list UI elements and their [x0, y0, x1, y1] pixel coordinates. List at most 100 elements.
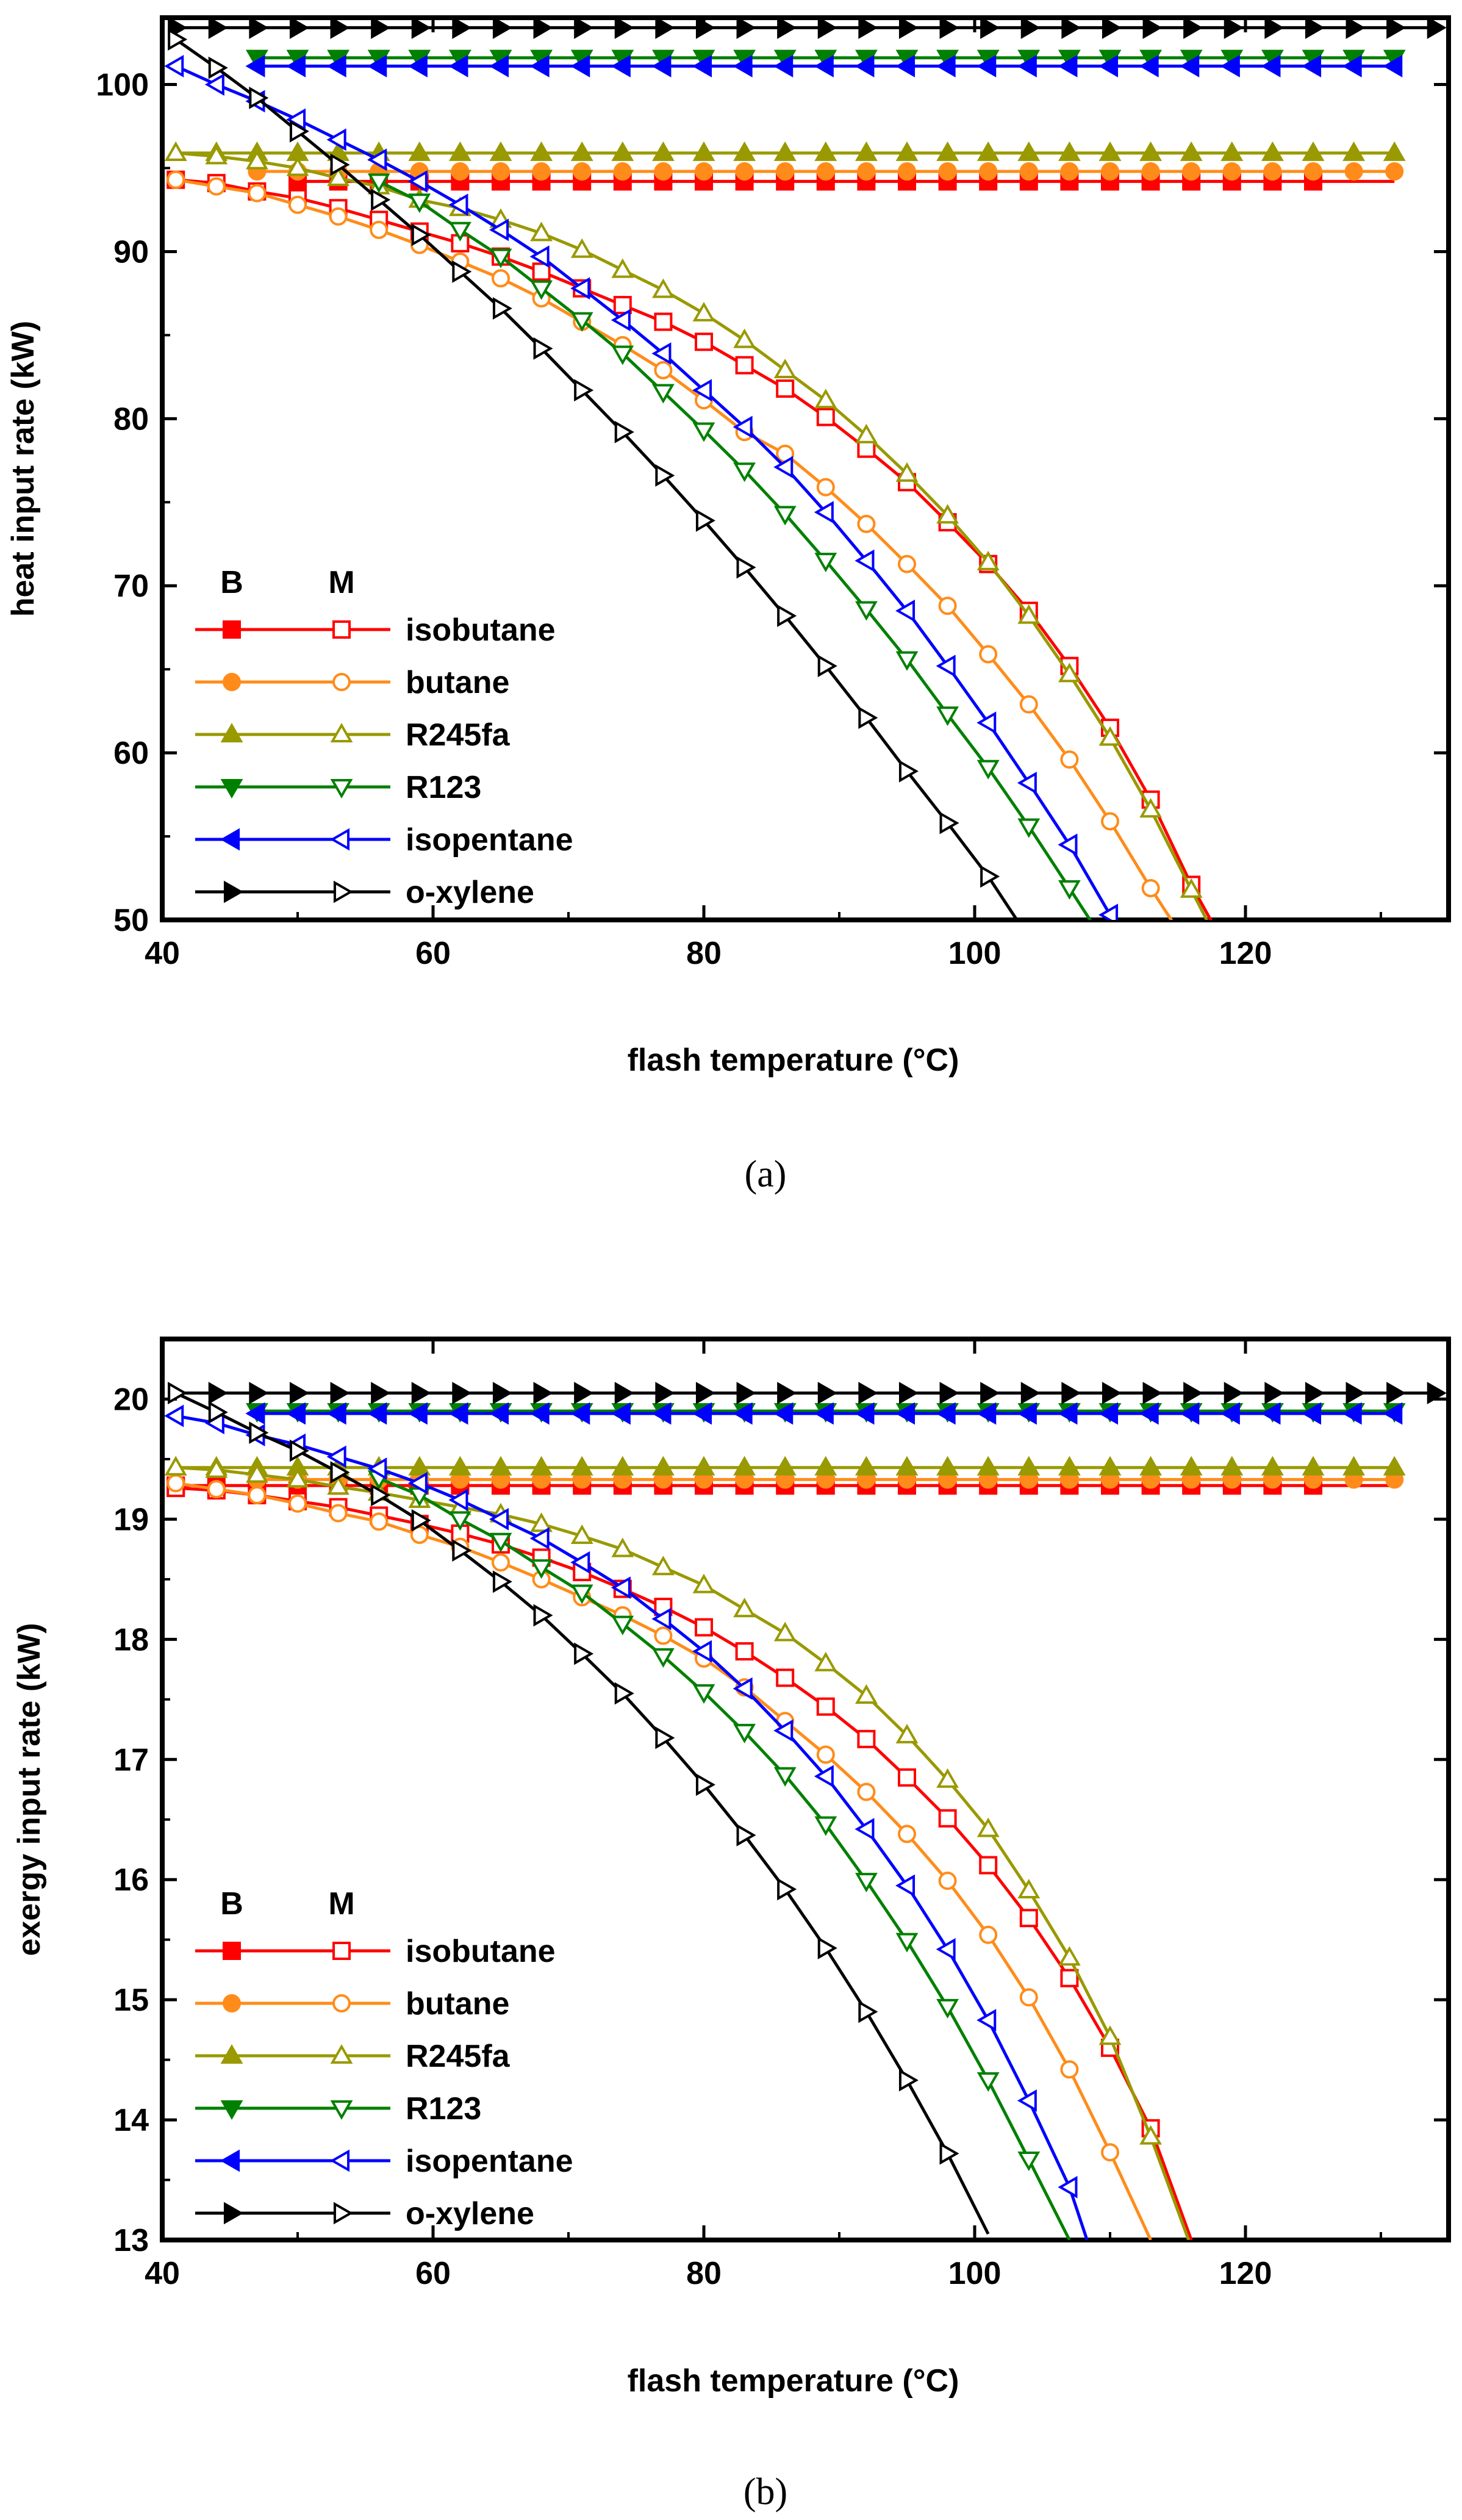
- data-point-M: [936, 706, 959, 727]
- data-point-M: [1019, 695, 1038, 714]
- data-point-M: [651, 1556, 675, 1576]
- data-point-B: [529, 1402, 550, 1425]
- data-point-B: [1263, 162, 1282, 181]
- plot-frame: [160, 15, 1451, 922]
- data-point-M: [895, 651, 919, 671]
- data-point-M: [611, 1615, 634, 1635]
- data-point-M: [736, 556, 756, 579]
- data-point-B: [1305, 18, 1325, 39]
- data-point-M: [816, 1697, 835, 1716]
- data-point-B: [1139, 1456, 1163, 1476]
- data-point-M: [248, 184, 267, 203]
- data-point-M: [1058, 833, 1078, 856]
- data-point-M: [1017, 772, 1037, 794]
- data-point-M: [655, 1726, 675, 1750]
- legend-marker-B: [223, 673, 241, 691]
- data-point-M: [533, 337, 553, 360]
- data-point-B: [1342, 55, 1362, 77]
- data-point-M: [570, 238, 593, 258]
- data-point-B: [1102, 1382, 1122, 1405]
- data-point-M: [855, 549, 875, 572]
- data-point-B: [936, 55, 956, 77]
- data-point-M: [611, 309, 631, 332]
- x-tick-label: 40: [145, 936, 180, 971]
- data-point-M: [574, 379, 594, 402]
- data-point-B: [1224, 1382, 1244, 1405]
- data-point-B: [330, 18, 350, 39]
- data-point-B: [1183, 18, 1203, 39]
- data-point-M: [733, 1723, 756, 1743]
- data-point-M: [411, 1509, 431, 1532]
- data-point-M: [695, 332, 713, 351]
- data-point-B: [448, 55, 468, 77]
- data-point-B: [777, 18, 797, 39]
- data-point-B: [1139, 1402, 1159, 1425]
- data-point-B: [773, 141, 797, 161]
- data-point-M: [289, 120, 309, 143]
- data-point-B: [898, 1382, 919, 1405]
- data-point-B: [733, 55, 753, 77]
- y-tick-label: 90: [113, 234, 149, 270]
- legend-label: R123: [406, 770, 481, 805]
- data-point-M: [898, 555, 916, 573]
- data-point-M: [733, 1598, 756, 1618]
- data-point-M: [1139, 2125, 1163, 2145]
- data-point-M: [814, 1765, 834, 1788]
- data-point-B: [814, 1456, 837, 1476]
- data-point-B: [858, 18, 878, 39]
- data-point-B: [573, 162, 592, 181]
- data-point-B: [695, 1382, 715, 1405]
- data-point-M: [289, 1439, 309, 1462]
- data-point-M: [286, 1468, 309, 1488]
- data-point-B: [1058, 55, 1078, 77]
- data-point-B: [1427, 18, 1447, 39]
- data-point-M: [1139, 798, 1163, 818]
- data-point-M: [407, 170, 428, 193]
- data-point-B: [371, 18, 391, 39]
- y-tick-label: 20: [113, 1382, 149, 1417]
- data-point-M: [208, 56, 228, 79]
- data-point-M: [735, 1642, 754, 1661]
- plot-area: [164, 1382, 1447, 2240]
- data-point-M: [164, 141, 187, 161]
- data-point-B: [570, 141, 593, 161]
- data-point-M: [692, 1684, 715, 1704]
- data-point-M: [855, 1873, 878, 1893]
- legend-label: R123: [406, 2091, 481, 2127]
- data-point-M: [773, 358, 797, 378]
- data-point-M: [245, 149, 268, 170]
- y-tick-label: 17: [113, 1742, 149, 1778]
- data-point-M: [614, 420, 634, 443]
- data-point-B: [208, 1382, 228, 1405]
- data-point-B: [448, 1456, 471, 1476]
- data-point-B: [1383, 55, 1403, 77]
- data-point-B: [411, 18, 431, 39]
- data-point-M: [168, 1382, 188, 1405]
- data-point-B: [492, 162, 510, 181]
- data-point-M: [1019, 1909, 1038, 1928]
- series-line-M: [175, 65, 1117, 920]
- data-point-M: [452, 260, 472, 283]
- legend-header-B: B: [220, 1886, 243, 1922]
- y-tick-label: 13: [113, 2223, 149, 2258]
- data-point-M: [249, 87, 269, 109]
- data-point-M: [245, 1463, 268, 1483]
- data-point-M: [1017, 2089, 1037, 2112]
- data-point-M: [979, 1856, 998, 1875]
- data-point-M: [898, 759, 919, 783]
- data-point-M: [570, 1551, 590, 1574]
- series-R245fa: [164, 1456, 1406, 2240]
- legend-label: isopentane: [406, 822, 573, 858]
- data-point-B: [692, 1456, 715, 1476]
- data-point-B: [286, 1402, 306, 1425]
- data-point-B: [249, 18, 269, 39]
- data-point-B: [1180, 55, 1200, 77]
- data-point-B: [814, 55, 834, 77]
- data-point-M: [411, 223, 431, 246]
- data-point-M: [288, 195, 307, 214]
- data-point-B: [408, 1456, 431, 1476]
- data-point-M: [855, 601, 878, 621]
- data-point-B: [1342, 1402, 1362, 1425]
- data-point-B: [695, 162, 713, 181]
